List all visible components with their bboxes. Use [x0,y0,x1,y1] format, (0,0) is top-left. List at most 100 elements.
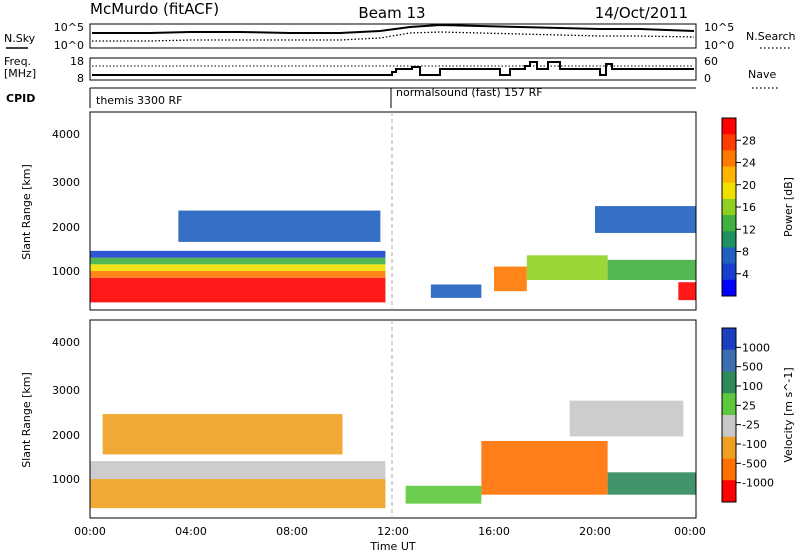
x-tick: 00:00 [74,525,106,538]
data-region [90,264,386,272]
colorbar-tick-label: 4 [742,268,749,281]
colorbar-segment [722,263,736,281]
power-colorbar [722,118,736,297]
nsky-label: N.Sky [4,32,36,45]
nsky-tick-bottom: 10^0 [54,39,84,52]
data-region [569,400,684,437]
x-tick: 04:00 [175,525,207,538]
velocity-y-tick: 2000 [52,429,80,442]
freq-tick-top: 18 [70,55,84,68]
data-region [678,282,696,301]
freq-label-2: [MHz] [4,67,36,80]
colorbar-tick-label: 28 [742,134,756,147]
velocity-y-tick: 4000 [52,336,80,349]
nave-tick-bottom: 0 [704,72,711,85]
colorbar-segment [722,415,736,438]
beam-title: Beam 13 [358,4,425,22]
colorbar-tick-label: 16 [742,201,756,214]
freq-trace [92,61,694,76]
power-colorbar-ticks: 28 24 20 16 12 8 4 [736,134,756,281]
data-region [90,250,386,258]
colorbar-segment [722,215,736,232]
colorbar-tick-label: -25 [742,419,760,432]
freq-label-1: Freq. [4,55,31,68]
nsky-trace [92,23,695,34]
colorbar-tick-label: 25 [742,399,756,412]
colorbar-segment [722,328,736,351]
colorbar-tick-label: 20 [742,179,756,192]
power-plot-frame [89,111,697,311]
station-title: McMurdo (fitACF) [90,0,219,18]
colorbar-tick-label: 500 [742,361,763,374]
colorbar-tick-label: 8 [742,246,749,259]
cpid-segment-1: themis 3300 RF [96,94,183,107]
power-y-tick: 1000 [52,265,80,278]
power-data-layer [90,206,696,303]
x-tick: 20:00 [579,525,611,538]
colorbar-segment [722,349,736,372]
colorbar-segment [722,436,736,459]
power-y-tick: 4000 [52,128,80,141]
x-tick: 08:00 [276,525,308,538]
colorbar-segment [722,118,736,135]
nsearch-tick-bottom: 10^0 [704,39,734,52]
colorbar-segment [722,182,736,200]
data-region [90,479,386,509]
velocity-y-ticks: 4000 3000 2000 1000 [52,336,80,486]
colorbar-segment [722,166,736,184]
data-region [405,485,482,504]
colorbar-tick-label: 1000 [742,341,770,354]
data-region [595,206,696,233]
nave-label: Nave [748,68,776,81]
colorbar-tick-label: 12 [742,223,756,236]
nsky-tick-top: 10^5 [54,21,84,34]
velocity-y-tick: 3000 [52,384,80,397]
power-y-tick: 2000 [52,221,80,234]
colorbar-segment [722,279,736,297]
colorbar-segment [722,231,736,248]
colorbar-segment [722,371,736,394]
data-region [90,257,386,265]
colorbar-segment [722,480,736,503]
velocity-data-layer [90,400,696,509]
colorbar-segment [722,150,736,168]
data-region [526,255,608,280]
power-y-label: Slant Range [km] [20,164,33,260]
data-region [607,259,696,280]
nsearch-tick-top: 10^5 [704,21,734,34]
x-tick: 00:00 [674,525,706,538]
power-panel [89,111,697,311]
colorbar-tick-label: -500 [742,457,767,470]
x-tick: 12:00 [377,525,409,538]
power-y-ticks: 4000 3000 2000 1000 [52,128,80,278]
colorbar-tick-label: -1000 [742,477,774,490]
colorbar-tick-label: 100 [742,380,763,393]
data-region [90,271,386,278]
date-title: 14/Oct/2011 [595,4,688,22]
data-region [178,210,381,242]
velocity-panel [89,319,697,519]
colorbar-tick-label: 24 [742,157,756,170]
data-region [90,461,386,480]
colorbar-segment [722,247,736,265]
x-ticks: 00:00 04:00 08:00 12:00 16:00 20:00 00:0… [74,525,706,538]
data-region [90,277,386,303]
power-colorbar-label: Power [dB] [782,177,795,237]
freq-panel [89,57,697,81]
colorbar-segment [722,393,736,416]
colorbar-segment [722,458,736,481]
nsearch-trace [92,31,695,42]
nsearch-label: N.Search [746,30,796,43]
data-region [102,414,343,455]
velocity-y-tick: 1000 [52,473,80,486]
nave-tick-top: 60 [704,55,718,68]
freq-tick-bottom: 8 [77,72,84,85]
data-region [481,440,608,495]
x-tick: 16:00 [478,525,510,538]
colorbar-tick-label: -100 [742,438,767,451]
colorbar-segment [722,134,736,151]
nsky-panel [89,23,697,49]
data-region [494,266,527,292]
velocity-plot-frame [89,319,697,519]
colorbar-segment [722,198,736,216]
